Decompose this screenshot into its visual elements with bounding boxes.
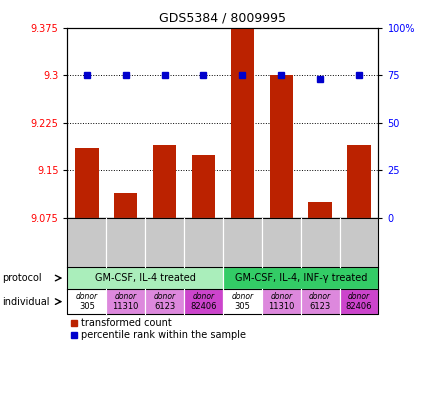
Bar (75, 148, 98, 218)
Bar (184, 218, 222, 267)
Text: donor: donor (76, 292, 98, 301)
Title: GDS5384 / 8009995: GDS5384 / 8009995 (159, 12, 286, 25)
Text: 11310: 11310 (267, 302, 294, 311)
Text: percentile rank within the sample: percentile rank within the sample (81, 330, 246, 340)
Bar (222, 218, 261, 267)
Bar (300, 218, 339, 267)
Text: GM-CSF, IL-4 treated: GM-CSF, IL-4 treated (95, 273, 195, 283)
Bar (184, 289, 222, 314)
Bar (261, 218, 300, 267)
Text: transformed count: transformed count (81, 318, 172, 329)
Bar (67, 218, 106, 267)
Text: GM-CSF, IL-4, INF-γ treated: GM-CSF, IL-4, INF-γ treated (234, 273, 366, 283)
Bar (339, 289, 378, 314)
Text: donor: donor (309, 292, 330, 301)
Bar (145, 289, 184, 314)
Text: donor: donor (270, 292, 292, 301)
Bar (261, 289, 300, 314)
Text: donor: donor (153, 292, 175, 301)
Bar (191, 154, 215, 218)
Text: 11310: 11310 (112, 302, 138, 311)
Text: 305: 305 (234, 302, 250, 311)
Text: donor: donor (115, 292, 136, 301)
Bar (222, 289, 261, 314)
Text: donor: donor (347, 292, 369, 301)
Bar (67, 289, 106, 314)
Text: 82406: 82406 (345, 302, 372, 311)
Bar (153, 145, 176, 218)
Bar (106, 289, 145, 314)
Text: donor: donor (192, 292, 214, 301)
Text: 6123: 6123 (309, 302, 330, 311)
Text: individual: individual (2, 297, 49, 307)
Bar (300, 289, 339, 314)
Bar (67, 267, 222, 289)
Bar (346, 145, 370, 218)
Bar (222, 267, 378, 289)
Bar (106, 218, 145, 267)
Text: 82406: 82406 (190, 302, 216, 311)
Bar (308, 202, 331, 218)
Text: protocol: protocol (2, 273, 42, 283)
Bar (145, 218, 184, 267)
Bar (114, 193, 137, 218)
Bar (269, 75, 292, 218)
Text: 305: 305 (79, 302, 95, 311)
Bar (339, 218, 378, 267)
Bar (230, 28, 253, 218)
Text: 6123: 6123 (154, 302, 175, 311)
Text: donor: donor (231, 292, 253, 301)
